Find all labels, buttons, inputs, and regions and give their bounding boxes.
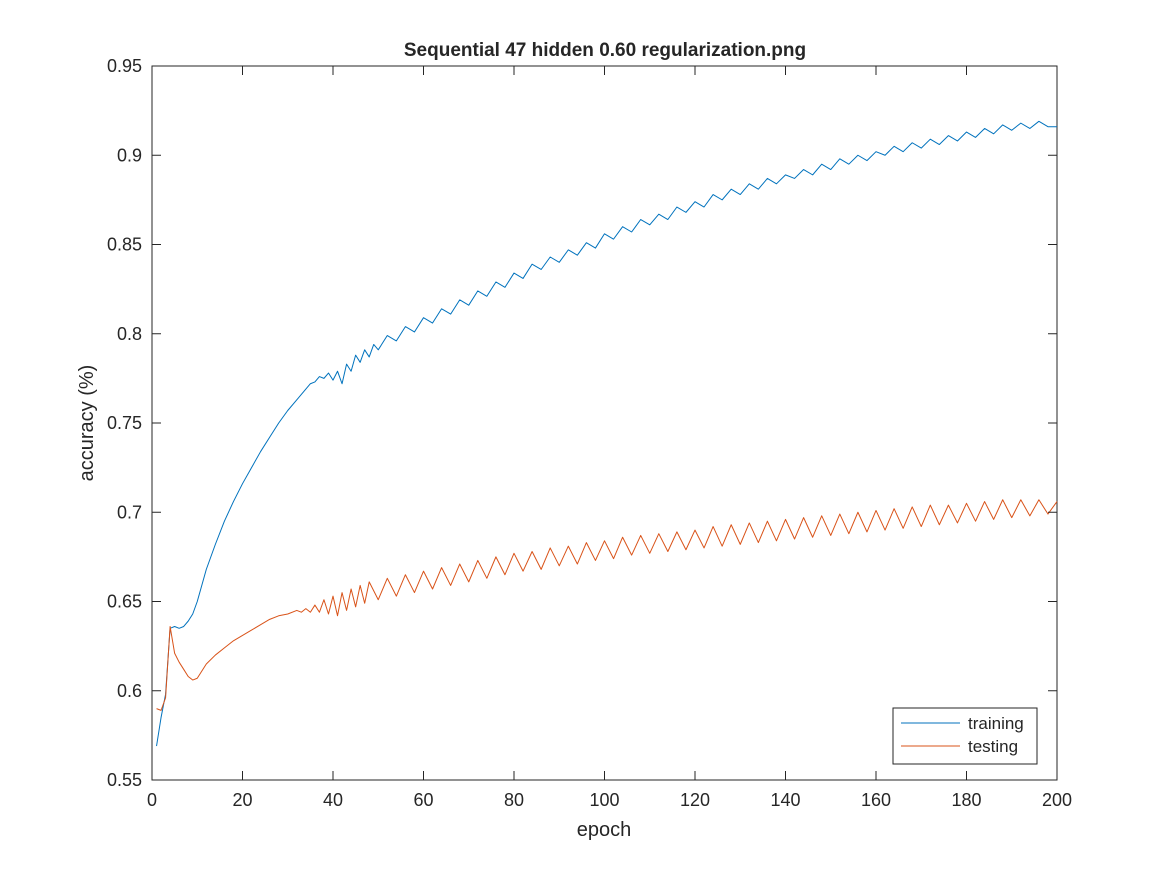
y-tick-label: 0.9 [117,145,142,165]
y-tick-label: 0.85 [107,235,142,255]
y-tick-label: 0.8 [117,324,142,344]
series-line-training [156,120,1057,747]
x-tick-label: 60 [413,790,433,810]
x-tick-label: 120 [680,790,710,810]
x-tick-label: 80 [504,790,524,810]
legend-box [892,707,1038,765]
x-tick-label: 100 [589,790,619,810]
plot-area: 0 20 40 60 80 100 120 140 160 180 200 0.55 0.6 0.65 0.… [107,56,1072,810]
x-tick-label: 0 [147,790,157,810]
y-tick-label: 0.95 [107,56,142,76]
x-tick-label: 180 [951,790,981,810]
x-axis-label: epoch [577,819,632,841]
legend-label-testing: testing [968,737,1018,756]
y-tick-label: 0.65 [107,592,142,612]
legend-label-training: training [968,714,1024,733]
y-tick-label: 0.7 [117,502,142,522]
x-tick-label: 20 [232,790,252,810]
ticks-layer: 0 20 40 60 80 100 120 140 160 180 200 0.55 0.6 0.65 0.… [107,56,1072,810]
axes-box [151,65,1058,781]
y-tick-label: 0.55 [107,770,142,790]
series-line-testing [156,499,1058,711]
x-tick-label: 200 [1042,790,1072,810]
y-tick-label: 0.75 [107,413,142,433]
x-tick-label: 160 [861,790,891,810]
x-tick-label: 40 [323,790,343,810]
x-tick-label: 140 [770,790,800,810]
y-tick-label: 0.6 [117,681,142,701]
chart-title: Sequential 47 hidden 0.60 regularization… [404,40,806,61]
series-layer [156,120,1058,747]
legend: training testing [892,707,1038,765]
y-axis-label: accuracy (%) [76,365,98,482]
